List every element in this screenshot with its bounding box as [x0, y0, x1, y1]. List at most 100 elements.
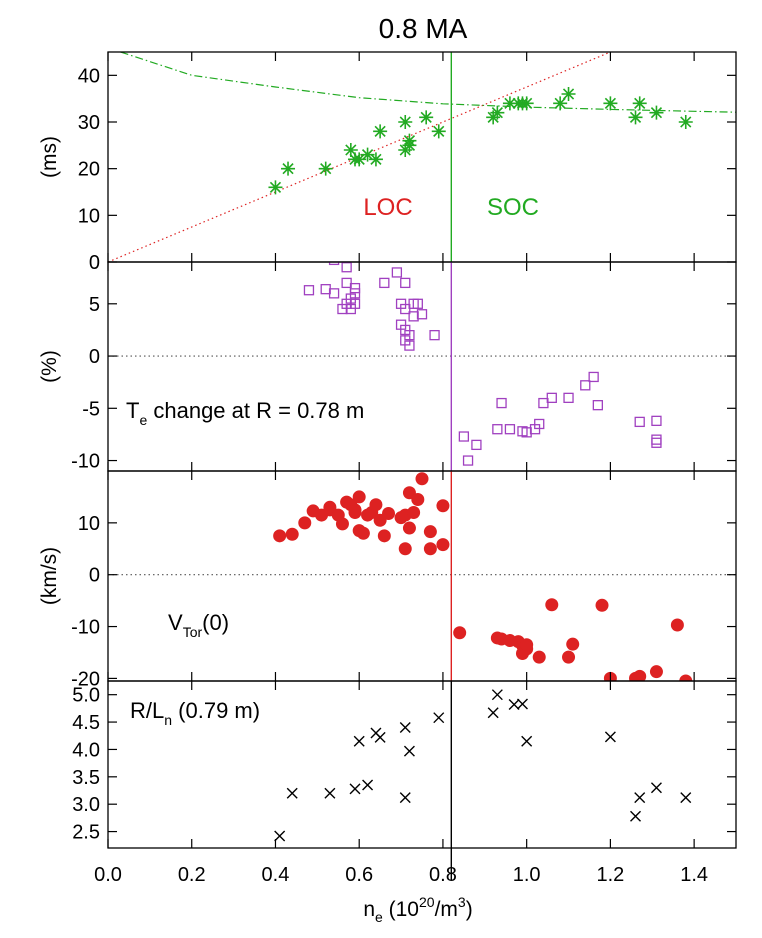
data-point: [335, 517, 349, 531]
data-point: [400, 303, 411, 315]
data-point: [670, 618, 684, 632]
data-point: [561, 87, 576, 101]
data-point: [360, 147, 375, 162]
data-point: [520, 638, 534, 652]
data-point: [404, 340, 415, 351]
data-point: [412, 298, 423, 309]
data-point: [398, 542, 412, 556]
y-tick-label: 10: [78, 513, 100, 535]
x-label-sup: 20: [419, 894, 435, 910]
data-point: [369, 498, 383, 512]
y-tick-label: -20: [71, 668, 100, 690]
x-label-sup2: 3: [458, 894, 466, 910]
data-point: [398, 115, 413, 129]
data-point: [281, 161, 296, 176]
data-point: [566, 637, 580, 651]
data-point: [408, 311, 419, 322]
panel-annotation: R/Ln (0.79 m): [130, 698, 260, 728]
data-point: [377, 529, 391, 543]
data-point: [268, 180, 283, 195]
plot-area: [274, 689, 692, 842]
panel-annotation: VTor(0): [168, 610, 229, 640]
data-point: [374, 731, 386, 743]
panel-frame: [107, 51, 737, 263]
panel-second: -10 -5 0 5 (%) Te change at R = 0.78 m: [38, 261, 737, 473]
data-point: [580, 380, 591, 391]
data-point: [402, 133, 417, 148]
data-point: [341, 277, 352, 289]
data-point: [433, 712, 445, 724]
data-point: [400, 277, 411, 289]
data-point: [546, 392, 557, 404]
data-point: [649, 105, 664, 120]
data-point: [349, 282, 361, 294]
data-point: [407, 505, 421, 519]
x-axis-label: ne (1020/m3): [363, 894, 472, 925]
data-point: [320, 284, 331, 295]
data-point: [343, 143, 358, 157]
data-point: [285, 527, 299, 541]
data-point: [328, 262, 340, 266]
data-point: [402, 521, 416, 535]
y-tick-label: 5.0: [72, 685, 100, 707]
y-tick-label: -10: [71, 451, 100, 473]
data-point: [634, 416, 645, 428]
x-label-sub: e: [375, 909, 383, 925]
y-tick-label: 30: [78, 112, 100, 134]
data-point: [563, 392, 574, 404]
y-tick-label: 5: [89, 294, 100, 316]
data-point: [496, 397, 507, 409]
data-point: [341, 262, 352, 273]
panel-annotation: Te change at R = 0.78 m: [126, 398, 364, 428]
y-axis-label: (ms): [38, 136, 61, 178]
y-tick-label: 0: [89, 346, 100, 368]
data-point: [416, 309, 428, 320]
data-point: [352, 490, 366, 504]
x-tick-label: 1.2: [596, 864, 624, 886]
data-point: [592, 400, 603, 411]
data-point: [411, 493, 425, 507]
y-axis-label: (km/s): [38, 547, 61, 605]
data-point: [462, 455, 474, 466]
fit-line: [108, 52, 611, 262]
data-point: [453, 626, 467, 640]
panel-third: -20 -10 0 10 (km/s) VTor(0): [38, 470, 737, 690]
data-point: [680, 792, 692, 804]
data-point: [324, 787, 336, 799]
plot-area: [108, 262, 736, 471]
data-point: [368, 152, 383, 167]
x-tick-label: 1.4: [680, 864, 708, 886]
data-point: [588, 371, 599, 383]
data-point: [273, 529, 287, 543]
data-point: [649, 665, 663, 679]
y-axis-label: (%): [38, 350, 61, 383]
data-point: [328, 288, 340, 299]
y-tick-label: 40: [78, 65, 100, 87]
data-point: [651, 415, 662, 426]
data-point: [634, 792, 646, 804]
x-tick-label: 0.2: [178, 864, 206, 886]
panel-bottom: 2.5 3.0 3.5 4.0 4.5 5.0 0.0 0.2 0.4 0.6 0.8 1.0 1.2 1…: [72, 680, 737, 886]
data-point: [521, 735, 533, 747]
data-point: [604, 731, 616, 743]
data-point: [651, 434, 662, 445]
data-point: [491, 689, 503, 701]
panel-frame: [107, 261, 737, 472]
data-point: [632, 96, 647, 111]
data-point: [373, 124, 388, 139]
data-point: [471, 439, 482, 451]
y-tick-label: 20: [78, 159, 100, 181]
x-label-end: /m: [435, 898, 458, 921]
data-point: [382, 507, 396, 521]
data-point: [353, 735, 365, 747]
data-point: [651, 437, 662, 448]
data-point: [516, 698, 528, 710]
data-point: [678, 115, 693, 129]
data-point: [436, 538, 450, 552]
data-point: [404, 329, 415, 341]
data-point: [603, 96, 618, 111]
data-point: [423, 525, 437, 539]
x-tick-label: 1.0: [513, 864, 541, 886]
plot-area: [108, 52, 736, 262]
